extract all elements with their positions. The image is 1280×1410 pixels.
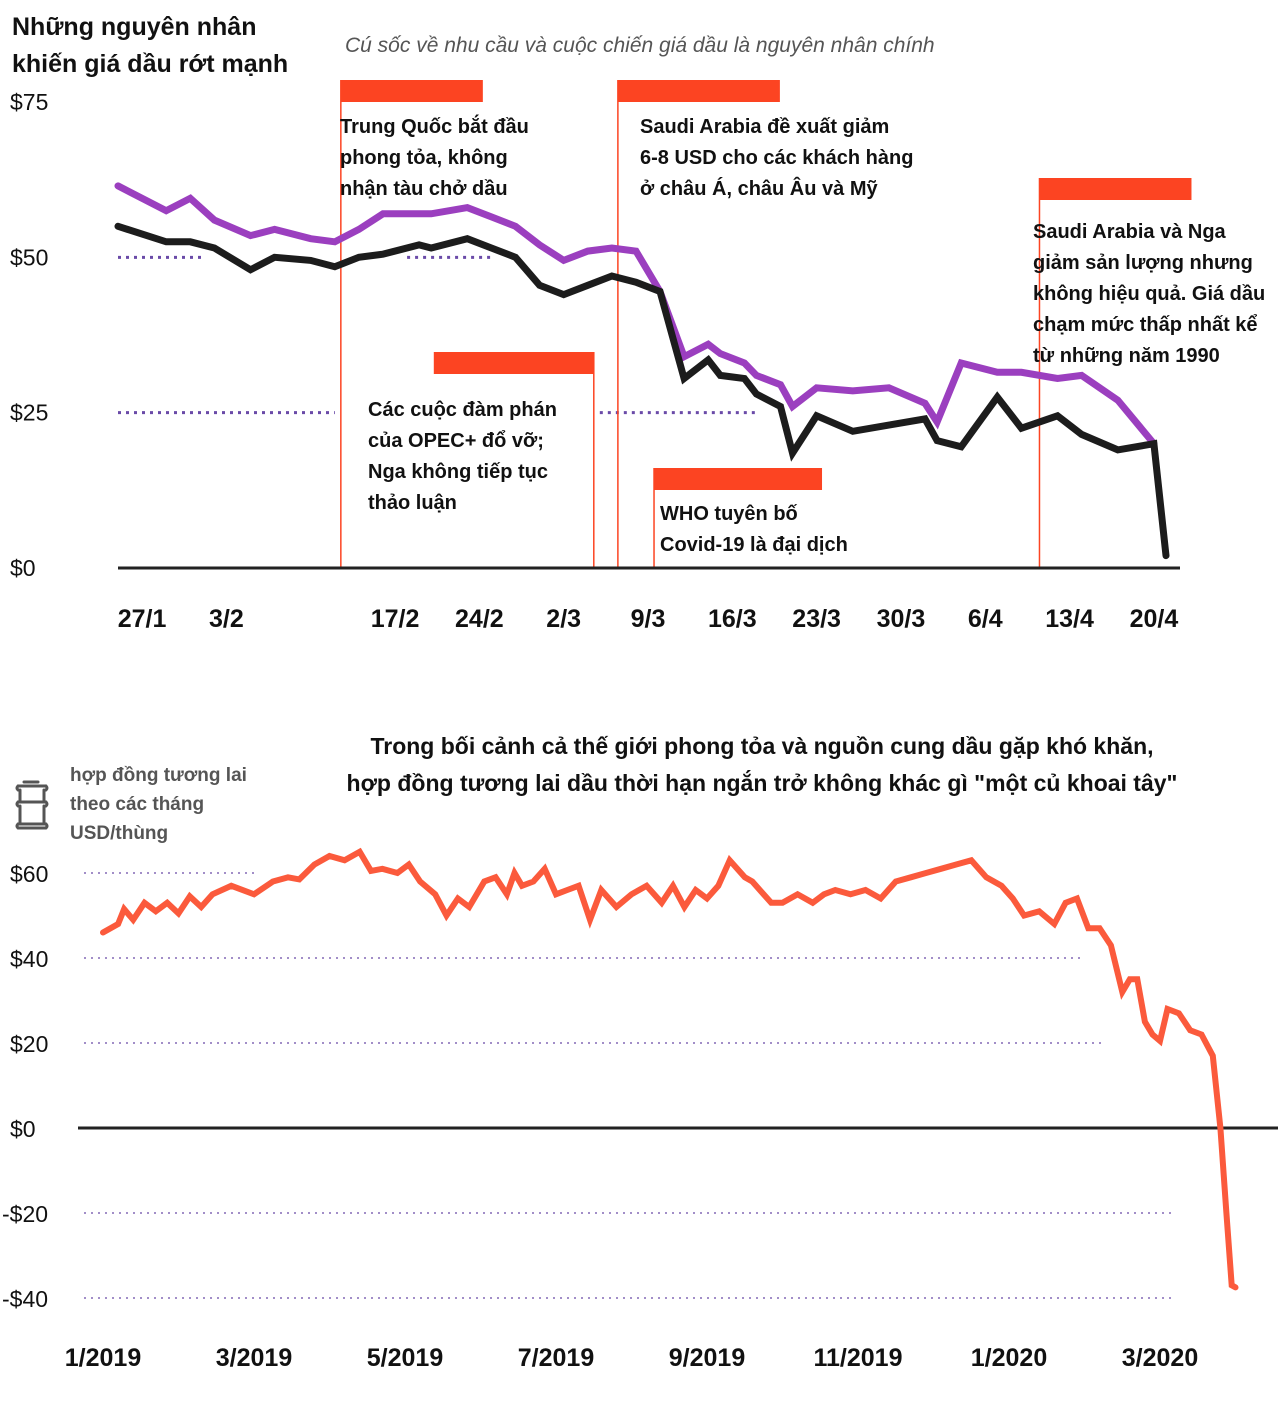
y-tick-label: -$20: [2, 1201, 48, 1227]
annotation-text: ở châu Á, châu Âu và Mỹ: [640, 176, 878, 200]
x-tick-label: 20/4: [1130, 605, 1179, 633]
x-tick-label: 2/3: [546, 605, 581, 633]
x-tick-label: 3/2020: [1122, 1344, 1198, 1372]
x-tick-label: 3/2: [209, 605, 244, 633]
y-axis-ticks: $0 $25 $50 $75: [10, 89, 48, 581]
annotation-texts: Trung Quốc bắt đầu phong tỏa, không nhận t…: [340, 114, 1265, 556]
annotation-text: Saudi Arabia đề xuất giảm: [640, 116, 889, 138]
legend-line-2: theo các tháng: [70, 794, 204, 815]
x-tick-label: 13/4: [1045, 605, 1094, 633]
annotation-text: từ những năm 1990: [1033, 345, 1220, 367]
y-tick-label: $20: [10, 1031, 48, 1057]
annotation-text: Trung Quốc bắt đầu: [340, 114, 529, 138]
series-lines: [114, 182, 1170, 560]
y-tick-label: $60: [10, 861, 48, 887]
gridlines: [118, 255, 757, 415]
annotation-text: Nga không tiếp tục: [368, 461, 548, 483]
y-tick-label: $0: [10, 1116, 36, 1142]
x-tick-label: 30/3: [877, 605, 926, 633]
legend-line-3: USD/thùng: [70, 823, 168, 844]
x-tick-label: 23/3: [792, 605, 841, 633]
annotation-text: Saudi Arabia và Nga: [1033, 221, 1227, 243]
x-tick-label: 7/2019: [518, 1344, 594, 1372]
x-tick-label: 1/2019: [65, 1344, 141, 1372]
gridlines: [84, 872, 1175, 1299]
annotation-text: Các cuộc đàm phán: [368, 399, 557, 421]
series-line-futures: [100, 847, 1239, 1291]
annotation-text: 6-8 USD cho các khách hàng: [640, 147, 913, 169]
annotation-text: WHO tuyên bố: [660, 503, 798, 525]
x-tick-label: 16/3: [708, 605, 757, 633]
x-tick-label: 5/2019: [367, 1344, 443, 1372]
annotation-text: không hiệu quả. Giá dầu: [1033, 283, 1265, 305]
bottom-chart-title-line-1: Trong bối cảnh cả thế giới phong tỏa và …: [370, 733, 1153, 759]
x-tick-label: 17/2: [371, 605, 420, 633]
x-axis-ticks: 1/2019 3/2019 5/2019 7/2019 9/2019 11/2019 1/2…: [65, 1344, 1198, 1372]
annotation-bar: [433, 352, 594, 374]
oil-barrel-icon: [15, 780, 49, 830]
annotation-text: phong tỏa, không: [340, 147, 508, 169]
x-axis-ticks: 27/1 3/2 17/2 24/2 2/3 9/3 16/3 23/3 30/3 6/4 13/4…: [118, 605, 1179, 633]
chart-title-line-2: khiến giá dầu rớt mạnh: [12, 50, 288, 78]
series-lines: [100, 847, 1239, 1291]
x-tick-label: 3/2019: [216, 1344, 292, 1372]
y-tick-label: $75: [10, 89, 48, 115]
top-chart: Những nguyên nhân khiến giá dầu rớt mạnh…: [10, 13, 1265, 633]
chart-title-line-1: Những nguyên nhân: [12, 13, 256, 41]
legend-line-1: hợp đồng tương lai: [70, 765, 247, 786]
y-tick-label: $50: [10, 244, 48, 270]
y-tick-label: -$40: [2, 1286, 48, 1312]
x-tick-label: 27/1: [118, 605, 167, 633]
annotation-bar: [340, 80, 483, 102]
annotation-bar: [617, 80, 780, 102]
annotation-text: chạm mức thấp nhất kể: [1033, 314, 1258, 336]
x-tick-label: 9/3: [631, 605, 666, 633]
annotation-text: giảm sản lượng nhưng: [1033, 252, 1253, 274]
bottom-chart-title-line-2: hợp đồng tương lai dầu thời hạn ngắn trở…: [347, 769, 1178, 796]
series-line-brent: [114, 182, 1158, 448]
series-line-wti: [114, 222, 1170, 560]
annotation-text: nhận tàu chở dầu: [340, 178, 508, 200]
x-tick-label: 6/4: [968, 605, 1003, 633]
y-tick-label: $25: [10, 400, 48, 426]
chart-subtitle: Cú sốc về nhu cầu và cuộc chiến giá dầu …: [345, 34, 935, 57]
annotation-text: Covid-19 là đại dịch: [660, 534, 848, 556]
bottom-chart: Trong bối cảnh cả thế giới phong tỏa và …: [2, 733, 1278, 1372]
annotation-text: thảo luận: [368, 492, 457, 514]
y-tick-label: $40: [10, 946, 48, 972]
x-tick-label: 11/2019: [814, 1344, 903, 1372]
x-tick-label: 24/2: [455, 605, 504, 633]
annotation-text: của OPEC+ đổ vỡ;: [368, 430, 544, 452]
annotation-bar: [654, 468, 823, 490]
y-axis-ticks: $60 $40 $20 $0 -$20 -$40: [2, 861, 48, 1312]
y-tick-label: $0: [10, 555, 36, 581]
annotation-bar: [1039, 178, 1192, 200]
x-tick-label: 1/2020: [971, 1344, 1047, 1372]
x-tick-label: 9/2019: [669, 1344, 745, 1372]
